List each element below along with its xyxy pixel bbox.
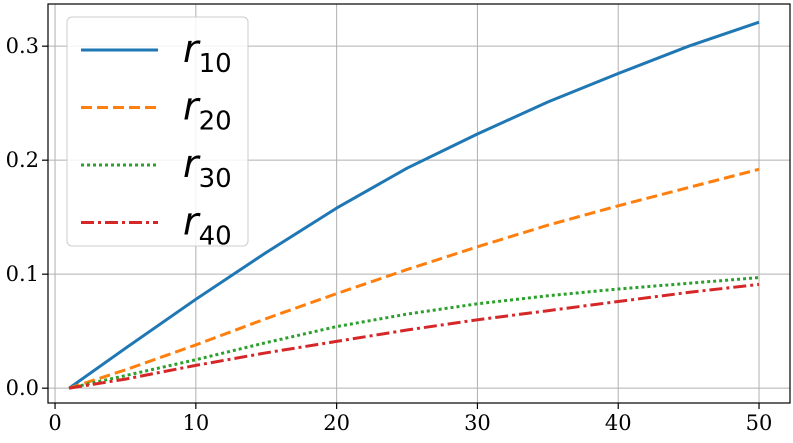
axis-layer: 0 10 20 30 40 50 0.0 0.1 0.2 0.3 (6, 34, 773, 435)
series-layer (68, 20, 760, 390)
x-tick-label: 0 (48, 411, 61, 435)
x-tick-label: 40 (605, 411, 632, 435)
series-line-r10 (68, 20, 760, 390)
grid-layer (48, 4, 790, 403)
series-line-r20 (68, 167, 760, 390)
x-tick-label: 50 (746, 411, 773, 435)
series-line-r40 (68, 282, 760, 390)
x-tick-label: 30 (464, 411, 491, 435)
plot-frame (47, 3, 791, 404)
legend-label-subscript: 40 (199, 222, 232, 252)
legend-label-subscript: 10 (199, 49, 232, 79)
x-tick-label: 20 (323, 411, 350, 435)
legend-box (66, 16, 249, 247)
legend-label-subscript: 20 (199, 107, 232, 137)
x-tick-label: 10 (182, 411, 209, 435)
series-line-r30 (68, 276, 760, 390)
y-tick-label: 0.0 (6, 376, 39, 400)
y-tick-label: 0.1 (6, 262, 39, 286)
y-tick-label: 0.2 (6, 148, 39, 172)
legend-label: r10 (183, 27, 232, 79)
legend-label-subscript: 30 (199, 164, 232, 194)
y-tick-label: 0.3 (6, 34, 39, 58)
